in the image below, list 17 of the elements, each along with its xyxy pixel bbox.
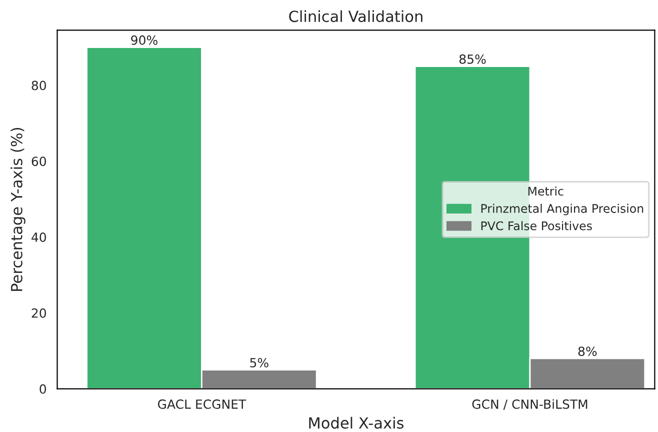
x-axis-title: Model X-axis (309, 416, 404, 429)
chart-title: Clinical Validation (289, 10, 422, 22)
data-label: 8% (578, 346, 597, 356)
legend-label: PVC False Positives (481, 221, 592, 230)
y-tick-label: 40 (32, 232, 46, 242)
data-label: 85% (459, 54, 486, 64)
legend-label: Prinzmetal Angina Precision (481, 204, 644, 216)
y-tick-label: 0 (40, 384, 46, 394)
x-tick-label: GCN / CNN-BiLSTM (472, 399, 588, 410)
data-label: 5% (250, 358, 268, 368)
legend-title: Metric (528, 186, 564, 196)
data-label: 90% (131, 35, 158, 45)
y-tick-label: 80 (32, 80, 46, 90)
y-tick-label: 60 (32, 156, 46, 166)
y-axis-title: Percentage Y-axis (%) (10, 128, 26, 291)
y-tick-label: 20 (32, 308, 46, 318)
x-tick-label: GACL ECGNET (158, 399, 246, 409)
